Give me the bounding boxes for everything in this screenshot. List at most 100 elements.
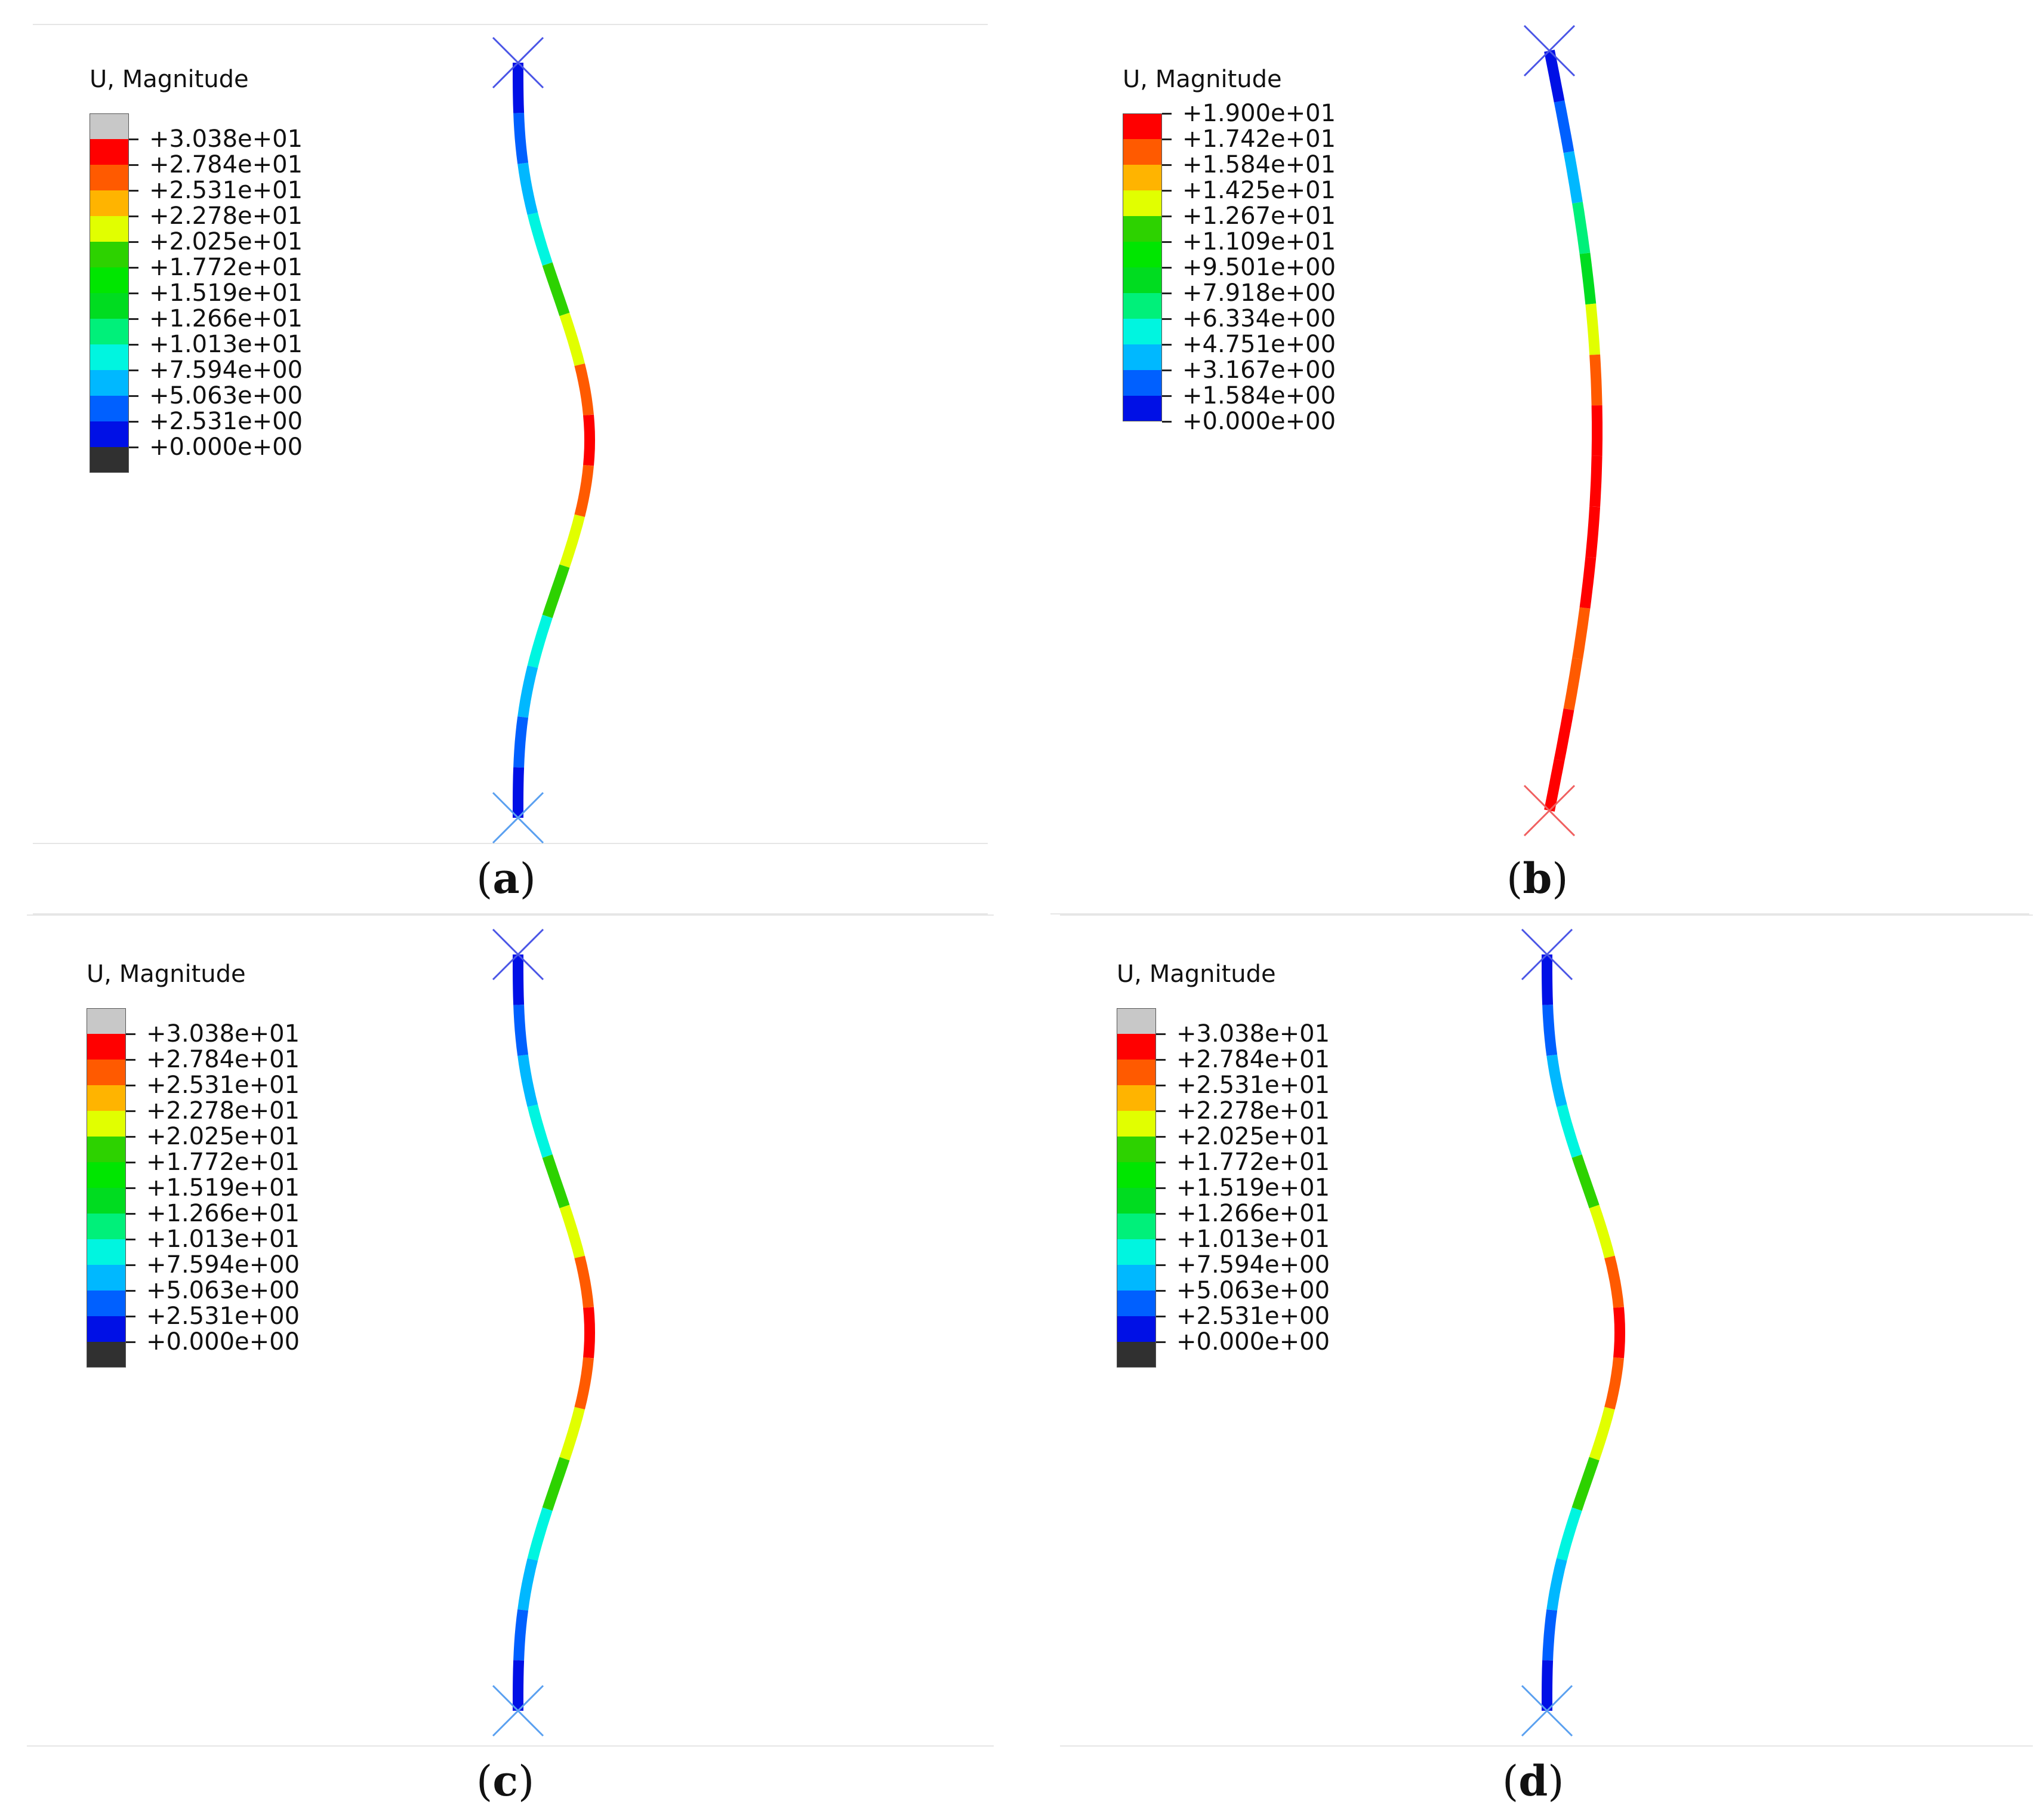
legend-title: U, Magnitude [90,66,249,93]
panel-bottom-rule [1060,1745,2033,1747]
column-segment [542,1154,570,1209]
column-segment [1557,1507,1582,1561]
legend-value-label: +2.531e+01 [146,1071,300,1099]
legend-tick [1162,344,1172,346]
column-segment [1571,1154,1600,1209]
column-segment [1604,1357,1624,1410]
deformed-column [1523,24,1603,837]
column-segment [1542,1005,1558,1057]
panel-caption: (d) [1502,1756,1564,1806]
column-segment [513,1609,529,1661]
legend-tick [129,318,138,320]
legend-title: U, Magnitude [1117,960,1276,988]
column-segment [559,1205,585,1259]
legend-value-label: +1.266e+01 [149,305,303,332]
legend-value-label: +1.013e+01 [1176,1225,1330,1253]
legend-value-label: +1.584e+01 [1182,151,1336,178]
legend-swatch [1117,1265,1156,1291]
column-segment [1546,1558,1567,1611]
column-segment [574,464,594,518]
legend-swatch [1123,165,1162,190]
figure-panel-d: U, Magnitude +3.038e+01 +2.784e+01 +2.531e+… [1018,910,2036,1819]
legend-tick [129,344,138,346]
panel-caption-letter: a [492,854,520,903]
legend-swatch [1117,1162,1156,1188]
panel-top-rule [33,24,988,25]
legend-tick [129,369,138,371]
legend-value-label: +3.038e+01 [1176,1020,1330,1048]
column-segment [513,112,529,164]
legend-value-label: +1.266e+01 [146,1200,300,1227]
panel-bottom-rule [27,1745,994,1747]
legend-swatch [1123,216,1162,242]
legend-swatch [90,344,129,370]
legend-swatch [1117,1239,1156,1265]
top-support-icon [1523,24,1576,77]
legend-tick [126,1110,135,1112]
column-segment [1554,708,1574,761]
column-segment [574,1255,594,1308]
legend-value-label: +3.038e+01 [146,1020,300,1048]
legend-tick [126,1085,135,1086]
legend-tick [1162,318,1172,320]
legend-tick [126,1239,135,1240]
column-segment [542,262,570,316]
legend-value-label: +0.000e+00 [1176,1328,1330,1356]
legend-value-label: +7.918e+00 [1182,279,1336,307]
legend-value-label: +0.000e+00 [1182,408,1336,435]
legend-value-label: +6.334e+00 [1182,305,1336,332]
column-segment [1554,100,1574,153]
legend-swatch [90,139,129,165]
legend-value-label: +9.501e+00 [1182,254,1336,281]
legend-value-label: +5.063e+00 [149,382,303,409]
row-separator [1050,913,2029,914]
legend-value-label: +2.531e+01 [1176,1071,1330,1099]
legend-swatch [90,242,129,267]
column-segment [559,312,585,367]
figure-panel-a: U, Magnitude +3.038e+01 +2.784e+01 +2.531e+… [0,0,1018,910]
legend-title: U, Magnitude [1123,66,1282,93]
column-segment [527,1507,553,1561]
legend-value-label: +1.425e+01 [1182,177,1336,204]
legend-tick [1156,1264,1166,1266]
deformed-column [1521,928,1626,1737]
column-segment [1585,506,1601,558]
column-segment [574,1357,594,1410]
legend-swatch [87,1162,126,1188]
legend-tick [1156,1239,1166,1240]
legend-bar-outline [87,1008,126,1368]
legend-tick [126,1316,135,1317]
legend-value-label: +7.594e+00 [149,356,303,384]
legend-tick [1162,421,1172,423]
legend-swatch [87,1214,126,1239]
legend-tick [1162,369,1172,371]
legend-tick [1156,1290,1166,1292]
legend-value-label: +2.278e+01 [149,202,303,230]
column-segment [1546,1054,1567,1107]
legend-swatch [90,421,129,447]
column-segment [517,1558,538,1611]
legend-tick [1162,292,1172,294]
legend-tick [129,421,138,423]
column-segment [559,1406,585,1461]
legend-tick [1162,164,1172,166]
legend-value-label: +3.038e+01 [149,125,303,153]
legend-tick [1162,267,1172,269]
legend-tick [1156,1033,1166,1035]
legend-swatch [1123,319,1162,344]
legend-bar-outline [1123,113,1162,421]
legend-swatch [1123,370,1162,396]
legend-swatch [87,1239,126,1265]
legend-swatch [87,1085,126,1111]
top-support-icon [1521,928,1573,981]
panel-caption: (b) [1506,854,1568,903]
deformed-column [492,928,596,1737]
legend-swatch [1123,113,1162,139]
panel-top-rule [1060,914,2033,916]
column-segment [1579,252,1597,305]
column-segment [527,212,553,266]
legend-tick [126,1213,135,1215]
legend-swatch [90,165,129,190]
top-support-icon [492,928,544,981]
legend-tick [126,1264,135,1266]
